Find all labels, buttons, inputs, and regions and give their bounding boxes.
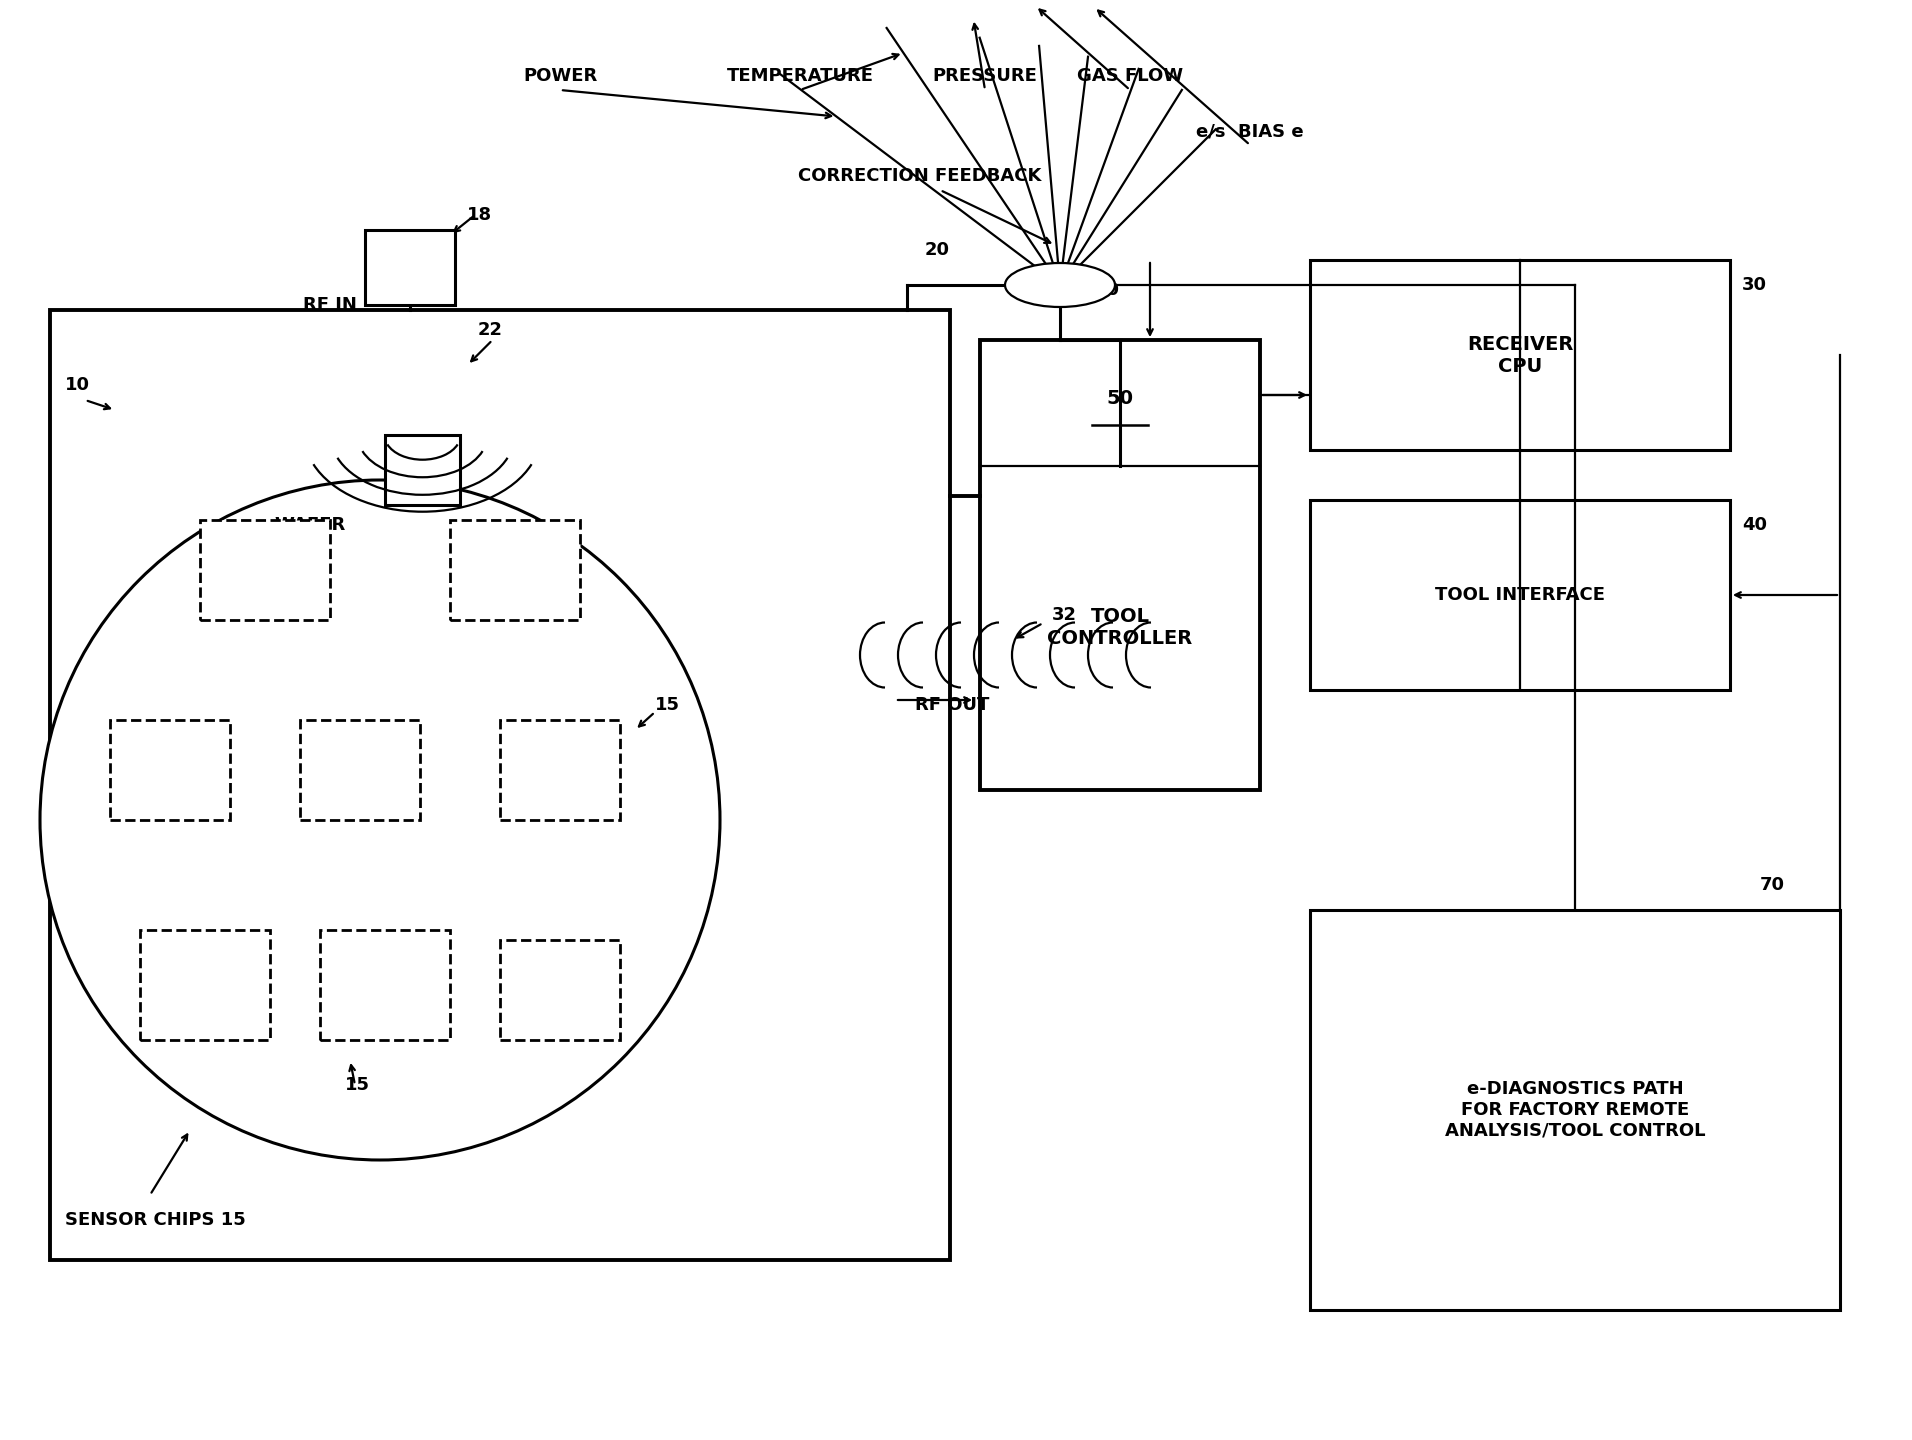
Text: GAS FLOW: GAS FLOW <box>1076 68 1184 85</box>
Text: TOOL
CONTROLLER: TOOL CONTROLLER <box>1048 608 1193 648</box>
Text: 32: 32 <box>1052 606 1076 624</box>
Text: 30: 30 <box>1742 276 1767 294</box>
Text: POWER: POWER <box>522 68 597 85</box>
Text: TEMPERATURE: TEMPERATURE <box>727 68 874 85</box>
Text: 70: 70 <box>1761 876 1786 894</box>
Bar <box>981 340 1260 791</box>
Text: 10: 10 <box>65 376 90 395</box>
Text: 15: 15 <box>656 696 681 714</box>
Text: 15: 15 <box>554 746 579 765</box>
Text: e/s  BIAS e: e/s BIAS e <box>1197 122 1304 140</box>
Bar <box>501 940 619 1040</box>
Bar <box>111 720 229 819</box>
Text: RECEIVER
CPU: RECEIVER CPU <box>1467 334 1574 376</box>
Text: WAFER: WAFER <box>275 516 346 534</box>
Bar <box>1310 500 1730 690</box>
Text: CORRECTION FEEDBACK: CORRECTION FEEDBACK <box>799 167 1042 184</box>
Bar <box>1310 910 1839 1310</box>
Text: 15: 15 <box>344 1076 371 1094</box>
Text: 20: 20 <box>925 240 950 259</box>
Text: 40: 40 <box>1742 516 1767 534</box>
Text: e-DIAGNOSTICS PATH
FOR FACTORY REMOTE
ANALYSIS/TOOL CONTROL: e-DIAGNOSTICS PATH FOR FACTORY REMOTE AN… <box>1445 1080 1706 1140</box>
Text: TOOL INTERFACE: TOOL INTERFACE <box>1436 586 1604 603</box>
Bar <box>319 930 449 1040</box>
Text: RF IN: RF IN <box>302 297 356 314</box>
Text: 60: 60 <box>1096 281 1120 300</box>
Bar <box>300 720 421 819</box>
Ellipse shape <box>1006 264 1115 307</box>
Bar <box>449 520 579 621</box>
Text: 18: 18 <box>467 206 491 225</box>
Bar <box>501 720 619 819</box>
Text: PRESSURE: PRESSURE <box>933 68 1038 85</box>
Text: 50: 50 <box>1107 389 1134 408</box>
Bar <box>384 435 461 505</box>
Bar <box>201 520 331 621</box>
Text: RF OUT: RF OUT <box>916 696 989 714</box>
Text: 22: 22 <box>478 321 503 338</box>
Bar <box>140 930 270 1040</box>
Bar <box>365 230 455 305</box>
Text: SENSOR CHIPS 15: SENSOR CHIPS 15 <box>65 1211 247 1228</box>
Circle shape <box>40 480 721 1161</box>
Bar <box>50 310 950 1260</box>
Bar <box>1310 261 1730 449</box>
